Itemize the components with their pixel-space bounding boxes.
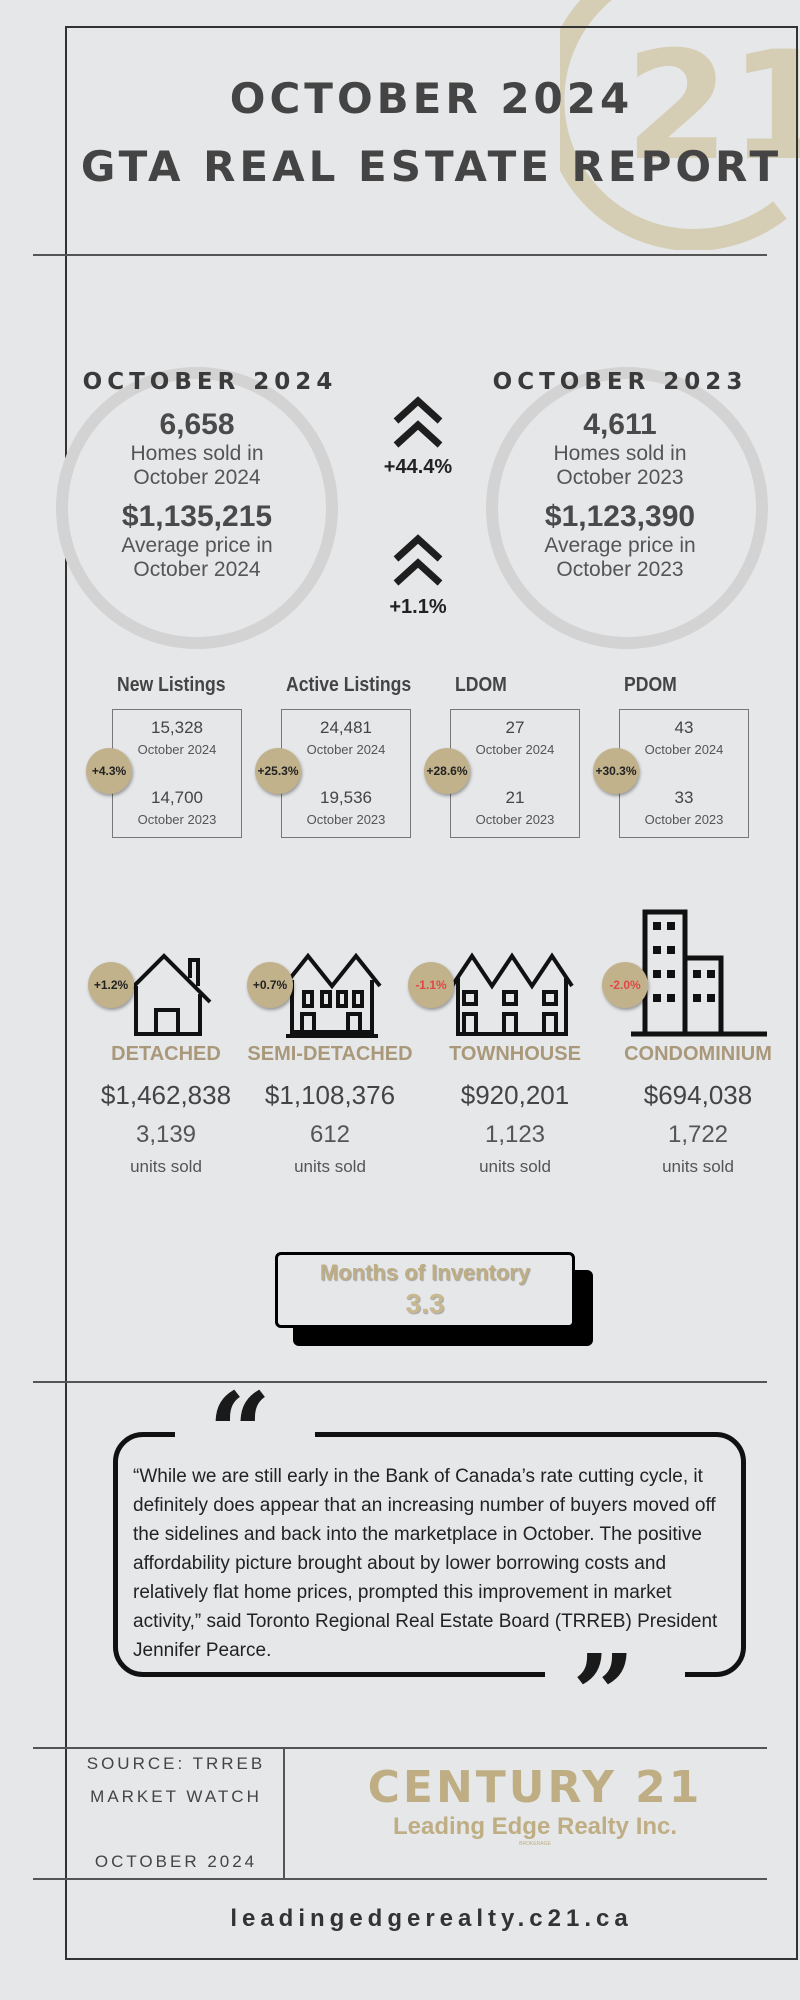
change-badge: -2.0% [602,962,648,1008]
avg-price: $1,123,390 [544,500,696,533]
quote-box [113,1432,746,1677]
avg-price: $1,135,215 [121,500,273,533]
label-2024: October 2024 [137,742,217,757]
change-badge: +1.2% [88,962,134,1008]
property-type-column: SEMI-DETACHED $1,108,376 612 units sold [240,1043,420,1177]
inventory-value: 3.3 [405,1288,445,1319]
months-of-inventory-box: Months of Inventory 3.3 [275,1252,575,1328]
quote-gap [545,1668,685,1688]
quote-gap [175,1420,315,1440]
change-badge: -1.1% [408,962,454,1008]
change-badge: +0.7% [247,962,293,1008]
detached-house-icon [126,953,212,1036]
label-2024: October 2024 [306,742,386,757]
change-badge: +28.6% [424,748,470,794]
divider-vertical [283,1748,285,1878]
property-type-name: CONDOMINIUM [624,1043,772,1065]
label-2024: October 2024 [475,742,555,757]
website-link[interactable]: leadingedgerealty.c21.ca [230,1905,633,1932]
label-2024: October 2024 [644,742,724,757]
label: October 2023 [556,466,684,489]
value-2024: 15,328 [151,718,203,737]
value-2024: 24,481 [320,718,372,737]
value-2023: 19,536 [320,788,372,807]
property-type-name: DETACHED [111,1043,221,1065]
label-2023: October 2023 [644,812,724,827]
page-frame [65,26,798,1960]
century21-logo: CENTURY 21 Leading Edge Realty Inc. BROK… [285,1762,785,1847]
property-type-name: TOWNHOUSE [449,1043,581,1065]
avg-price: $1,462,838 [100,1080,232,1110]
units-label: units sold [662,1157,734,1176]
value-2023: 14,700 [151,788,203,807]
value-2023: 33 [674,788,694,807]
label-2023: October 2023 [137,812,217,827]
homes-sold: 6,658 [159,408,235,441]
listing-title: New Listings [117,674,226,696]
brand-subtitle: Leading Edge Realty Inc. [392,1813,678,1840]
current-heading: OCTOBER 2024 [82,369,338,395]
label: Average price in [544,534,696,557]
property-type-column: DETACHED $1,462,838 3,139 units sold [76,1043,256,1177]
report-title-line1: OCTOBER 2024 [229,74,634,123]
avg-price: $694,038 [643,1080,753,1110]
report-date: OCTOBER 2024 [94,1852,258,1871]
source-line1: SOURCE: TRREB [86,1754,266,1773]
listing-title: LDOM [455,674,507,696]
label-2023: October 2023 [475,812,555,827]
label: October 2023 [556,558,684,581]
value-2024: 43 [674,718,694,737]
quote-text: “While we are still early in the Bank of… [133,1466,718,1661]
condominium-icon [631,909,767,1037]
units-sold: 3,139 [135,1121,197,1148]
close-quote-icon: ” [572,1630,636,1759]
inventory-label: Months of Inventory [319,1260,531,1285]
label: October 2024 [133,466,261,489]
property-type-name: SEMI-DETACHED [247,1043,413,1065]
units-sold: 1,123 [484,1121,546,1148]
value-2024: 27 [505,718,525,737]
listing-title: PDOM [624,674,677,696]
units-label: units sold [130,1157,202,1176]
avg-price: $1,108,376 [264,1080,396,1110]
listing-title: Active Listings [286,674,412,696]
divider [33,1747,767,1749]
report-title-line2: GTA REAL ESTATE REPORT [80,142,783,191]
change-badge: +25.3% [255,748,301,794]
change-badge: +4.3% [86,748,132,794]
sales-change: +44.4% [383,456,453,478]
label-2023: October 2023 [306,812,386,827]
semi-detached-house-icon [282,952,382,1038]
change-badge: +30.3% [593,748,639,794]
label: October 2024 [133,558,261,581]
double-chevron-up-icon [393,534,443,586]
property-type-column: TOWNHOUSE $920,201 1,123 units sold [425,1043,605,1177]
divider [33,1878,767,1880]
watermark-text: 21 [625,20,800,194]
previous-heading: OCTOBER 2023 [492,369,748,395]
property-type-column: CONDOMINIUM $694,038 1,722 units sold [608,1043,788,1177]
units-label: units sold [479,1157,551,1176]
previous-stats: 4,611 Homes sold in October 2023 $1,123,… [490,408,750,582]
source-line2: MARKET WATCH [90,1787,262,1806]
brand-small: BROKERAGE [519,1841,551,1847]
units-label: units sold [294,1157,366,1176]
avg-price: $920,201 [460,1080,570,1110]
units-sold: 612 [309,1121,351,1148]
divider [33,254,767,256]
open-quote-icon: “ [208,1368,272,1497]
homes-sold: 4,611 [583,408,657,441]
label: Average price in [121,534,273,557]
townhouse-icon [450,952,574,1036]
divider [33,1381,767,1383]
double-chevron-up-icon [393,396,443,448]
label: Homes sold in [130,442,264,465]
brand-name: CENTURY 21 [367,1762,703,1813]
price-change: +1.1% [389,596,447,618]
value-2023: 21 [505,788,525,807]
label: Homes sold in [553,442,687,465]
current-stats: 6,658 Homes sold in October 2024 $1,135,… [67,408,327,582]
units-sold: 1,722 [667,1121,729,1148]
